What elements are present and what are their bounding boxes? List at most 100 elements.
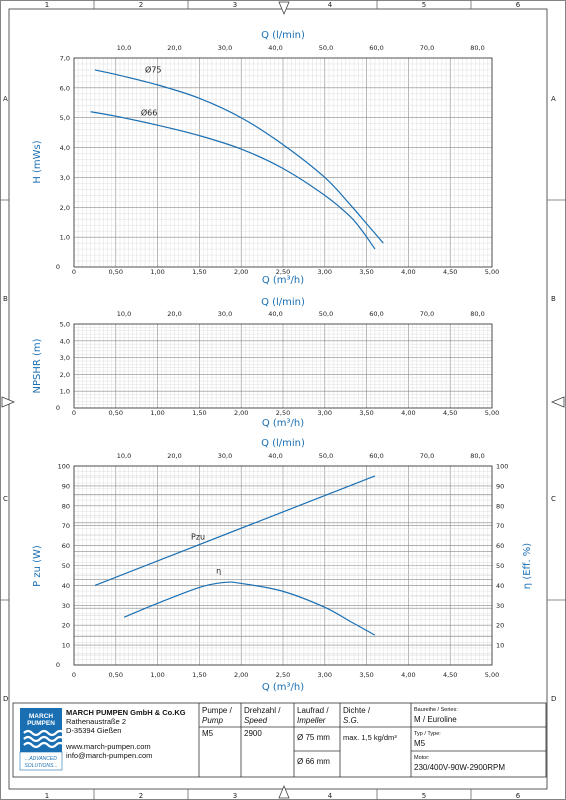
company-web[interactable]: www.march-pumpen.com [65, 742, 151, 751]
x-tick-label: 0,50 [109, 409, 123, 417]
logo-line1: MARCH [29, 713, 53, 720]
y-tick-label: 7,0 [60, 55, 70, 63]
series-line-1 [123, 581, 376, 636]
head-chart: 0 0,50 1,00 1,50 2,00 2,50 3,00 3,50 4,00 4,50 5,0… [32, 30, 499, 286]
frame-row-label: C [551, 495, 556, 503]
top-tick-label: 30,0 [218, 452, 232, 460]
y-tick-label: 3,0 [60, 174, 70, 182]
x-tick-label: 1,50 [192, 268, 206, 276]
motor-value: 230/400V-90W-2900RPM [414, 763, 505, 772]
y-tick-label: 1,0 [60, 234, 70, 242]
top-tick-label: 70,0 [420, 452, 434, 460]
y-tick-label: 6,0 [60, 84, 70, 92]
series-line-1 [90, 111, 376, 250]
x-tick-label: 3,50 [359, 671, 373, 679]
y-tick-label: 5,0 [60, 114, 70, 122]
x-axis-title: Q (m³/h) [262, 275, 304, 286]
motor-label: Motor: [414, 755, 430, 761]
x-tick-label: 1,50 [192, 409, 206, 417]
type-value: M5 [414, 739, 426, 748]
logo-wave-icon [23, 735, 65, 743]
y-tick-label: 10 [62, 642, 70, 650]
frame-column-label: 1 [45, 1, 49, 9]
y-tick-label: 60 [62, 542, 70, 550]
frame-column-label: 5 [422, 1, 426, 9]
x-tick-label: 2,00 [234, 268, 248, 276]
frame-column-label: 6 [516, 792, 521, 800]
x-tick-label: 4,50 [443, 671, 457, 679]
top-tick-label: 40,0 [268, 44, 282, 52]
logo-tagline2: SOLUTIONS... [24, 763, 57, 769]
top-tick-label: 60,0 [369, 310, 383, 318]
top-tick-label: 70,0 [420, 44, 434, 52]
logo-line2: PUMPEN [27, 720, 55, 727]
y-right-tick-label: 40 [496, 582, 504, 590]
pumpe-label-de: Pumpe / [202, 706, 233, 715]
y-tick-label: 80 [62, 502, 70, 510]
y-right-tick-label: 80 [496, 502, 504, 510]
top-tick-label: 60,0 [369, 452, 383, 460]
series-label-0: Pzu [191, 533, 205, 542]
x-tick-label: 2,50 [276, 409, 290, 417]
series-label: Baureihe / Series: [414, 707, 458, 713]
x-tick-label: 4,00 [401, 671, 415, 679]
company-email[interactable]: info@march-pumpen.com [66, 751, 152, 760]
drehzahl-label-de: Drehzahl / [244, 706, 281, 715]
top-tick-label: 10,0 [117, 452, 131, 460]
frame-row-label: C [3, 495, 8, 503]
y-axis-title: P zu (W) [32, 545, 43, 587]
dichte-label-de: Dichte / [343, 706, 371, 715]
sheet-marker-right [550, 396, 565, 408]
sheet-marker-top [278, 1, 290, 16]
power-chart: 0 0,50 1,00 1,50 2,00 2,50 3,00 3,50 4,00 4,50 5,0… [32, 438, 533, 693]
frame-column-label: 2 [139, 1, 143, 9]
plot-border [73, 323, 493, 409]
x-tick-label: 4,00 [401, 268, 415, 276]
top-tick-label: 40,0 [268, 452, 282, 460]
sheet-marker-bottom [278, 784, 290, 799]
y-tick-label: 70 [62, 522, 70, 530]
x-tick-label: 2,00 [234, 671, 248, 679]
frame-row-label: D [3, 695, 8, 703]
y-tick-label: 1,0 [60, 388, 70, 396]
company-city: D-35394 Gießen [66, 726, 121, 735]
frame-column-label: 4 [328, 1, 333, 9]
y-tick-label: 3,0 [60, 354, 70, 362]
pumpe-value: M5 [202, 729, 214, 738]
frame-row-label: B [551, 295, 556, 303]
x-tick-label: 0 [72, 671, 76, 679]
top-tick-label: 80,0 [470, 452, 484, 460]
x-tick-label: 5,00 [485, 409, 499, 417]
x-tick-label: 2,00 [234, 409, 248, 417]
x-tick-label: 0 [72, 409, 76, 417]
frame-row-label: A [551, 95, 556, 103]
y-tick-label: 50 [62, 562, 70, 570]
drehzahl-value: 2900 [244, 729, 262, 738]
origin-label: 0 [56, 661, 60, 669]
top-tick-label: 10,0 [117, 44, 131, 52]
frame-column-label: 3 [233, 792, 237, 800]
y-tick-label: 90 [62, 482, 70, 490]
y-tick-label: 40 [62, 582, 70, 590]
series-label-0: Ø75 [145, 64, 161, 74]
x-tick-label: 3,50 [359, 409, 373, 417]
x-tick-label: 4,50 [443, 409, 457, 417]
top-tick-label: 20,0 [167, 310, 181, 318]
y-tick-label: 4,0 [60, 144, 70, 152]
x-tick-label: 1,00 [150, 409, 164, 417]
frame-column-label: 5 [422, 792, 426, 800]
y-tick-label: 100 [58, 463, 70, 471]
y-right-tick-label: 10 [496, 642, 504, 650]
series-value: M / Euroline [414, 715, 457, 724]
y-axis-title: NPSHR (m) [32, 338, 43, 393]
y-right-tick-label: 50 [496, 562, 504, 570]
frame-row-label: A [3, 95, 8, 103]
top-tick-label: 30,0 [218, 44, 232, 52]
y-right-tick-label: 90 [496, 482, 504, 490]
frame-row-label: B [3, 295, 8, 303]
laufrad-label-de: Laufrad / [297, 706, 329, 715]
dichte-value: max. 1,5 kg/dm³ [343, 733, 397, 742]
x-tick-label: 2,50 [276, 268, 290, 276]
x-tick-label: 4,00 [401, 409, 415, 417]
